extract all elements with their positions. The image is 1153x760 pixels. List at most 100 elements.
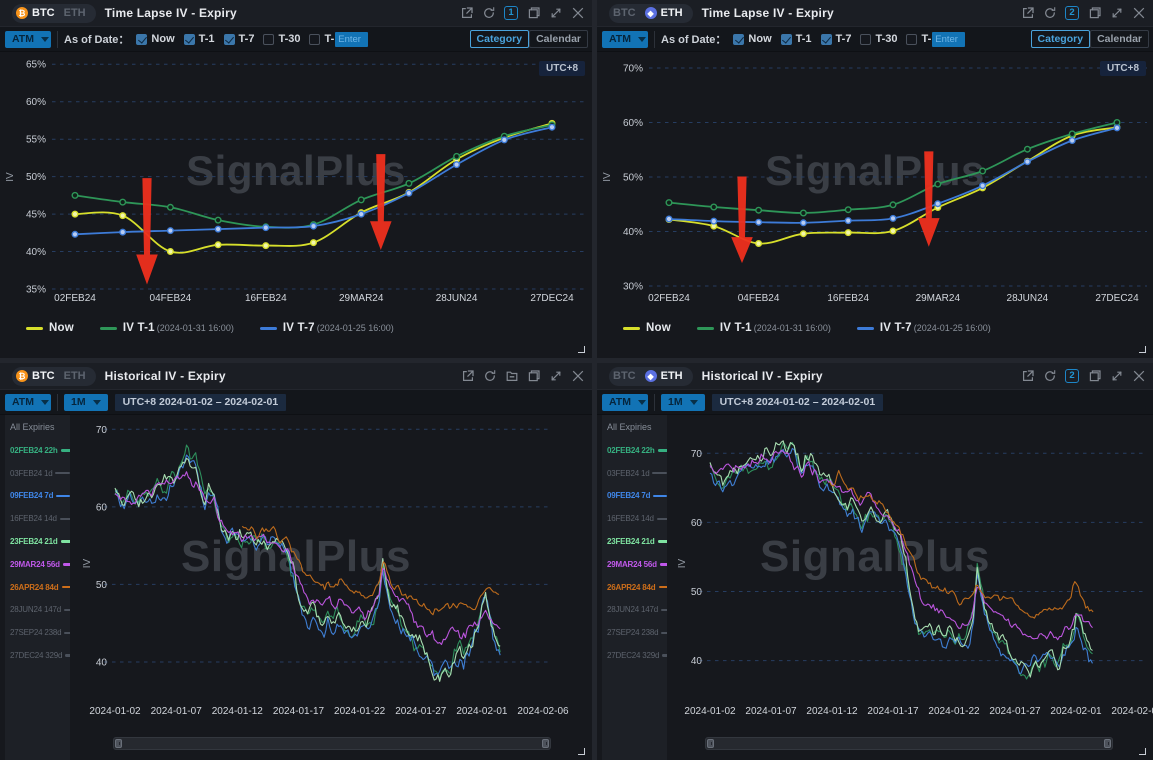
slider-handle-right[interactable] xyxy=(542,739,549,748)
checkbox-checked-icon[interactable] xyxy=(136,33,148,45)
checkbox-checked-icon[interactable] xyxy=(183,33,195,45)
duplicate-icon[interactable] xyxy=(527,370,540,383)
refresh-icon[interactable] xyxy=(483,370,496,383)
checkbox-unchecked-icon[interactable] xyxy=(906,33,918,45)
expiry-item[interactable]: 28JUN24 147d xyxy=(607,599,667,622)
expiry-item[interactable]: 02FEB24 22h xyxy=(607,439,667,462)
view-calendar-button[interactable]: Calendar xyxy=(529,30,588,48)
slider-handle-right[interactable] xyxy=(1104,739,1111,748)
strike-select[interactable]: ATM xyxy=(602,30,648,48)
resize-corner[interactable] xyxy=(578,346,585,353)
open-external-icon[interactable] xyxy=(460,7,473,20)
checkbox-t-1[interactable]: T-1 xyxy=(780,33,812,45)
time-range-slider[interactable] xyxy=(113,737,551,750)
coin-tab-btc[interactable]: ₿ BTC xyxy=(16,370,55,382)
expiry-item[interactable]: 27DEC24 329d xyxy=(10,644,70,667)
period-select[interactable]: 1M xyxy=(64,393,108,411)
checkbox-checked-icon[interactable] xyxy=(780,33,792,45)
checkbox-now[interactable]: Now xyxy=(136,33,175,45)
view-category-button[interactable]: Category xyxy=(1030,30,1091,48)
window-count-badge[interactable]: 2 xyxy=(1065,369,1079,383)
checkbox-t-7[interactable]: T-7 xyxy=(223,33,254,45)
expiry-item[interactable]: 27SEP24 238d xyxy=(10,621,70,644)
coin-tab-eth[interactable]: ◆ ETH xyxy=(644,370,683,382)
open-external-icon[interactable] xyxy=(461,370,474,383)
legend-item[interactable]: IV T-1 (2024-01-31 16:00) xyxy=(696,322,831,334)
expiry-item[interactable]: 29MAR24 56d xyxy=(10,553,70,576)
checkbox-t[interactable]: T- xyxy=(906,33,931,45)
coin-tab-eth[interactable]: ◆ ETH xyxy=(644,7,683,19)
legend-item[interactable]: Now xyxy=(26,322,74,334)
checkbox-t-1[interactable]: T-1 xyxy=(183,33,215,45)
expiry-item[interactable]: 23FEB24 21d xyxy=(10,530,70,553)
expiry-item[interactable]: 26APR24 84d xyxy=(10,576,70,599)
checkbox-unchecked-icon[interactable] xyxy=(860,33,872,45)
duplicate-icon[interactable] xyxy=(527,7,540,20)
checkbox-checked-icon[interactable] xyxy=(223,33,235,45)
coin-tab-eth[interactable]: ETH xyxy=(64,7,86,19)
checkbox-checked-icon[interactable] xyxy=(820,33,832,45)
window-count-badge[interactable]: 2 xyxy=(1065,6,1079,20)
expand-icon[interactable] xyxy=(549,7,562,20)
checkbox-unchecked-icon[interactable] xyxy=(309,33,321,45)
close-icon[interactable] xyxy=(571,370,584,383)
duplicate-icon[interactable] xyxy=(1088,370,1101,383)
window-count-badge[interactable]: 1 xyxy=(504,6,518,20)
coin-tab-btc[interactable]: BTC xyxy=(613,7,636,19)
checkbox-unchecked-icon[interactable] xyxy=(263,33,275,45)
open-external-icon[interactable] xyxy=(1021,7,1034,20)
expiry-item[interactable]: 09FEB24 7d xyxy=(607,485,667,508)
duplicate-icon[interactable] xyxy=(1088,7,1101,20)
date-range-value[interactable]: UTC+8 2024-01-02 – 2024-02-01 xyxy=(711,393,884,411)
expiry-item[interactable]: 26APR24 84d xyxy=(607,576,667,599)
slider-handle-left[interactable] xyxy=(115,739,122,748)
strike-select[interactable]: ATM xyxy=(5,30,51,48)
strike-select[interactable]: ATM xyxy=(5,393,51,411)
view-category-button[interactable]: Category xyxy=(469,30,530,48)
expiry-item[interactable]: 27DEC24 329d xyxy=(607,644,667,667)
legend-item[interactable]: IV T-1 (2024-01-31 16:00) xyxy=(99,322,234,334)
expand-icon[interactable] xyxy=(549,370,562,383)
expiry-item[interactable]: 03FEB24 1d xyxy=(607,462,667,485)
checkbox-t-30[interactable]: T-30 xyxy=(263,33,300,45)
close-icon[interactable] xyxy=(571,7,584,20)
expand-icon[interactable] xyxy=(1110,370,1123,383)
coin-tab-eth[interactable]: ETH xyxy=(64,370,86,382)
view-calendar-button[interactable]: Calendar xyxy=(1090,30,1149,48)
refresh-icon[interactable] xyxy=(1043,370,1056,383)
expiry-item[interactable]: 27SEP24 238d xyxy=(607,621,667,644)
resize-corner[interactable] xyxy=(578,748,585,755)
checkbox-now[interactable]: Now xyxy=(733,33,772,45)
refresh-icon[interactable] xyxy=(482,7,495,20)
resize-corner[interactable] xyxy=(1139,346,1146,353)
expiry-item[interactable]: 29MAR24 56d xyxy=(607,553,667,576)
close-icon[interactable] xyxy=(1132,7,1145,20)
expiry-item[interactable]: 16FEB24 14d xyxy=(607,507,667,530)
open-external-icon[interactable] xyxy=(1021,370,1034,383)
legend-item[interactable]: IV T-7 (2024-01-25 16:00) xyxy=(259,322,394,334)
expand-icon[interactable] xyxy=(1110,7,1123,20)
period-select[interactable]: 1M xyxy=(661,393,705,411)
coin-tab-btc[interactable]: BTC xyxy=(613,370,636,382)
expiry-item[interactable]: 02FEB24 22h xyxy=(10,439,70,462)
expiry-item[interactable]: 16FEB24 14d xyxy=(10,507,70,530)
strike-select[interactable]: ATM xyxy=(602,393,648,411)
resize-corner[interactable] xyxy=(1139,748,1146,755)
t-custom-input[interactable] xyxy=(335,31,369,47)
time-range-slider[interactable] xyxy=(705,737,1113,750)
folder-minus-icon[interactable] xyxy=(505,370,518,383)
checkbox-t-7[interactable]: T-7 xyxy=(820,33,851,45)
legend-item[interactable]: Now xyxy=(623,322,671,334)
checkbox-t[interactable]: T- xyxy=(309,33,334,45)
t-custom-input[interactable] xyxy=(932,31,966,47)
expiry-item[interactable]: 28JUN24 147d xyxy=(10,599,70,622)
checkbox-t-30[interactable]: T-30 xyxy=(860,33,897,45)
checkbox-checked-icon[interactable] xyxy=(733,33,745,45)
legend-item[interactable]: IV T-7 (2024-01-25 16:00) xyxy=(856,322,991,334)
expiry-item[interactable]: 03FEB24 1d xyxy=(10,462,70,485)
close-icon[interactable] xyxy=(1132,370,1145,383)
coin-tab-btc[interactable]: ₿ BTC xyxy=(16,7,55,19)
expiry-item[interactable]: 23FEB24 21d xyxy=(607,530,667,553)
expiry-item[interactable]: 09FEB24 7d xyxy=(10,485,70,508)
slider-handle-left[interactable] xyxy=(707,739,714,748)
